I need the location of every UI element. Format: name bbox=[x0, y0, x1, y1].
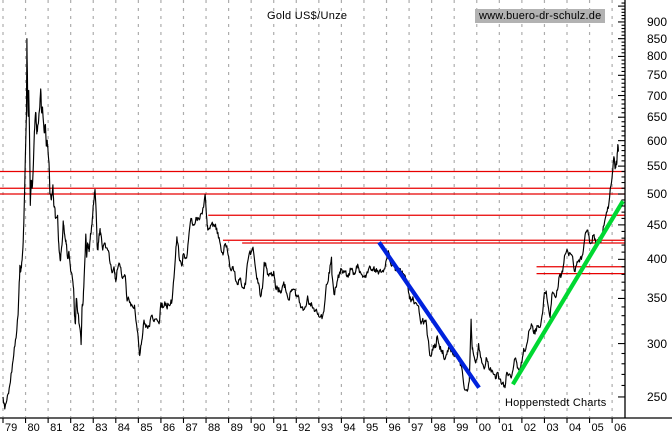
y-axis-label: 300 bbox=[646, 336, 667, 351]
y-axis-label: 600 bbox=[646, 133, 667, 148]
x-axis-label: 95 bbox=[365, 422, 379, 434]
x-axis-label: 00 bbox=[478, 422, 491, 434]
y-axis-label: 500 bbox=[646, 187, 667, 202]
x-axis-label: 03 bbox=[546, 422, 559, 434]
y-axis-label: 550 bbox=[646, 159, 667, 174]
x-axis-label: 85 bbox=[140, 422, 153, 434]
y-axis-label: 450 bbox=[646, 217, 667, 232]
x-axis-label: 84 bbox=[117, 422, 131, 434]
x-axis-label: 94 bbox=[343, 422, 356, 434]
x-axis-label: 96 bbox=[388, 422, 401, 434]
x-axis-label: 81 bbox=[50, 422, 63, 434]
downtrend-line bbox=[377, 241, 481, 389]
x-axis-label: 97 bbox=[411, 422, 424, 434]
x-axis-label: 83 bbox=[95, 422, 108, 434]
y-axis-label: 800 bbox=[646, 49, 667, 64]
y-axis-label: 900 bbox=[646, 14, 667, 29]
x-axis-label: 79 bbox=[5, 422, 18, 434]
x-axis-label: 98 bbox=[433, 422, 446, 434]
y-axis-label: 700 bbox=[646, 88, 667, 103]
x-axis-label: 80 bbox=[27, 422, 40, 434]
x-axis-label: 82 bbox=[72, 422, 85, 434]
x-axis-label: 06 bbox=[614, 422, 627, 434]
x-axis-label: 91 bbox=[275, 422, 288, 434]
uptrend-line bbox=[511, 200, 625, 386]
x-axis-label: 87 bbox=[185, 422, 198, 434]
watermark-label: www.buero-dr-schulz.de bbox=[475, 9, 606, 23]
x-axis-label: 86 bbox=[162, 422, 176, 434]
x-axis-label: 92 bbox=[298, 422, 311, 434]
y-axis-label: 350 bbox=[646, 291, 667, 306]
y-axis-label: 650 bbox=[646, 110, 667, 125]
x-axis-label: 05 bbox=[591, 422, 604, 434]
chart-credit: Hoppenstedt Charts bbox=[505, 397, 607, 409]
x-axis-label: 88 bbox=[208, 422, 221, 434]
x-axis-label: 90 bbox=[253, 422, 266, 434]
y-axis-label: 850 bbox=[646, 31, 667, 46]
chart-title: Gold US$/Unze bbox=[267, 10, 348, 22]
x-axis-label: 99 bbox=[456, 422, 469, 434]
y-axis-label: 750 bbox=[646, 68, 667, 83]
price-line bbox=[2, 38, 619, 410]
x-axis-label: 01 bbox=[501, 422, 514, 434]
y-axis-label: 400 bbox=[646, 252, 667, 267]
x-axis-label: 89 bbox=[230, 422, 243, 434]
x-axis-label: 93 bbox=[320, 422, 334, 434]
x-axis-label: 02 bbox=[523, 422, 537, 434]
x-axis-label: 04 bbox=[569, 422, 582, 434]
y-axis-label: 250 bbox=[646, 389, 667, 404]
